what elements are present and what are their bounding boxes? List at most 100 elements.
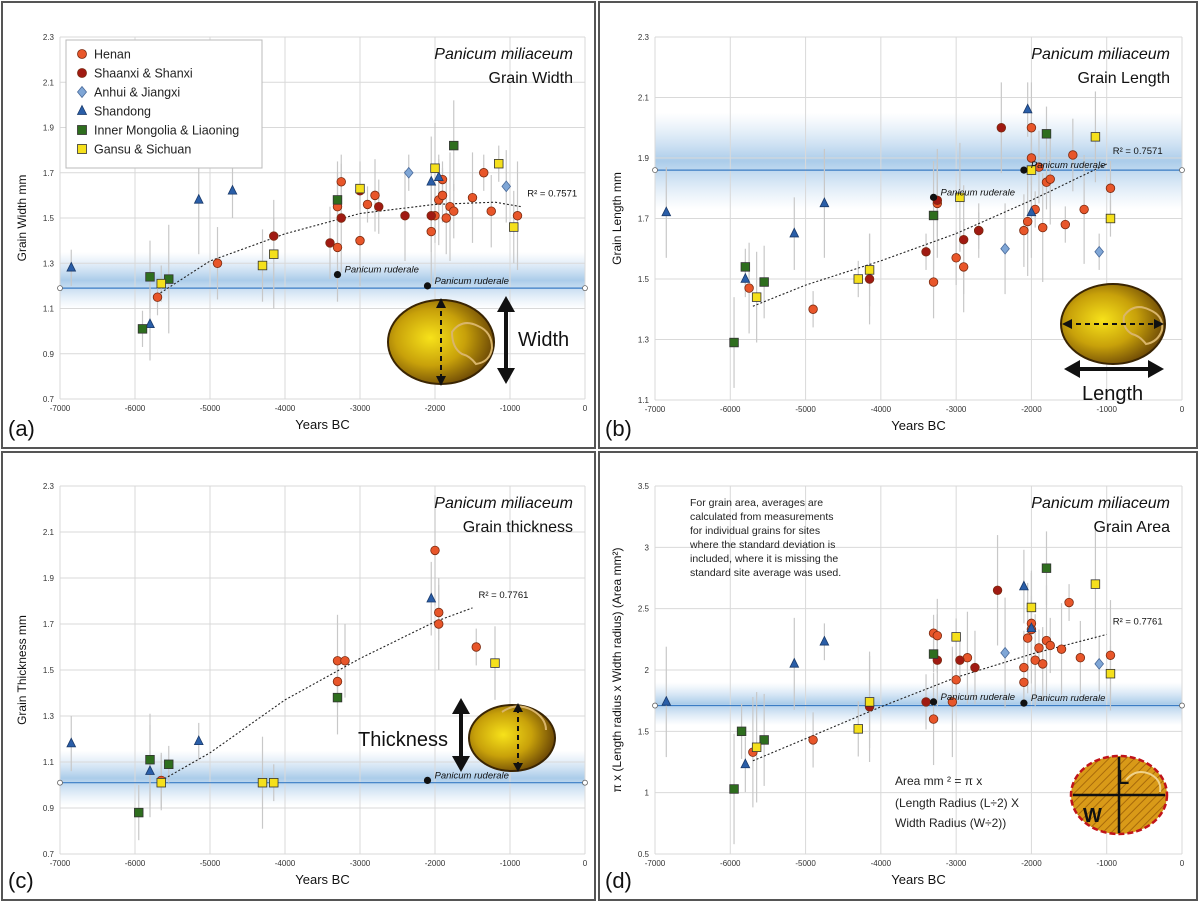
data-point <box>449 206 459 216</box>
data-point <box>819 197 830 208</box>
data-point <box>449 140 459 151</box>
data-point <box>441 213 451 223</box>
formula-line: Width Radius (W÷2)) <box>895 816 1006 830</box>
legend-label: Henan <box>94 48 131 62</box>
panel-frame <box>598 1 1198 449</box>
data-point <box>257 778 268 788</box>
data-point <box>958 262 969 272</box>
grain-length-illustration: Length <box>1060 283 1166 405</box>
data-point <box>370 190 380 201</box>
ruderale-point <box>1020 166 1028 174</box>
data-point <box>512 211 523 221</box>
data-point <box>490 658 500 668</box>
y-tick-label: 2.5 <box>638 605 650 614</box>
data-point <box>336 177 346 187</box>
data-point <box>1022 633 1033 643</box>
y-tick-label: 1.9 <box>43 574 55 583</box>
data-point <box>332 242 343 253</box>
ruderale-point <box>333 270 342 279</box>
series-anhui <box>1000 646 1105 670</box>
x-tick-label: 0 <box>1180 405 1185 414</box>
x-axis-title: Years BC <box>891 872 945 887</box>
data-point <box>426 211 436 221</box>
data-point <box>808 735 818 745</box>
y-axis-title: Grain Thickness mm <box>15 615 29 725</box>
data-point <box>1105 650 1116 660</box>
data-point <box>340 656 350 666</box>
series-inner <box>729 129 1052 348</box>
grain-width-illustration: Width <box>387 296 569 386</box>
data-point <box>156 278 166 289</box>
data-point <box>864 274 875 284</box>
y-tick-label: 0.7 <box>43 850 55 859</box>
data-point <box>951 632 961 642</box>
data-point <box>332 692 343 703</box>
x-tick-label: 0 <box>583 859 588 868</box>
x-tick-label: -2000 <box>1021 405 1042 414</box>
data-point <box>164 759 174 770</box>
area-method-note: For grain area, averages are calculated … <box>689 497 841 579</box>
data-point <box>403 166 414 179</box>
data-point <box>1022 103 1033 114</box>
wild-range-band <box>655 112 1182 210</box>
wild-range-band <box>655 682 1182 726</box>
data-point <box>740 272 751 283</box>
reference-line-end <box>1179 167 1185 174</box>
x-tick-label: -7000 <box>50 859 71 868</box>
y-tick-label: 1.1 <box>43 305 55 314</box>
data-point <box>970 662 980 673</box>
data-point <box>1038 222 1048 233</box>
y-tick-label: 2.3 <box>43 33 55 42</box>
data-point <box>145 765 155 775</box>
data-point <box>1041 563 1052 573</box>
legend-entry: Shaanxi & Shanxi <box>77 67 193 81</box>
series-inner <box>134 692 343 818</box>
x-tick-label: -1000 <box>1096 405 1117 414</box>
r-squared-label: R² = 0.7571 <box>1113 146 1163 157</box>
ruderale-point <box>929 193 938 201</box>
y-tick-label: 1.9 <box>43 124 55 133</box>
y-tick-label: 0.9 <box>43 804 55 813</box>
data-point <box>751 742 762 752</box>
data-point <box>759 735 769 745</box>
data-point <box>808 304 818 314</box>
data-point <box>434 619 444 629</box>
note-line: calculated from measurements <box>690 511 834 523</box>
length-label: Length <box>1082 383 1143 405</box>
data-point <box>1094 657 1105 670</box>
data-point <box>928 210 939 221</box>
data-point <box>332 676 343 687</box>
thickness-label: Thickness <box>358 729 448 751</box>
legend-label: Inner Mongolia & Liaoning <box>94 124 239 138</box>
series-shandong <box>66 171 444 329</box>
data-point <box>479 168 489 178</box>
panel-grain-width: -7000 -6000 -5000 -4000 -3000 -2000 -1000 0 0.7 0… <box>1 1 596 449</box>
y-tick-label: 1.5 <box>638 275 650 284</box>
data-point <box>1018 580 1029 591</box>
reference-line-end <box>582 779 588 786</box>
series-shaanxi <box>864 123 1007 284</box>
chart-title: Panicum miliaceum <box>434 495 573 512</box>
width-label: Width <box>518 329 569 351</box>
data-point <box>951 675 961 685</box>
x-tick-label: -5000 <box>795 859 816 868</box>
y-tick-label: 2 <box>645 666 650 675</box>
legend-label: Anhui & Jiangxi <box>94 86 180 100</box>
data-point <box>355 235 365 246</box>
y-tick-label: 2.1 <box>43 78 55 87</box>
y-tick-label: 2.3 <box>43 482 55 491</box>
y-tick-label: 1.3 <box>638 336 650 345</box>
data-point <box>66 261 77 272</box>
x-tick-label: 0 <box>583 404 588 413</box>
ruderale-annotation: Panicum ruderale <box>1031 160 1105 171</box>
trend-line <box>157 607 473 784</box>
x-tick-label: -3000 <box>946 405 967 414</box>
y-tick-label: 2.1 <box>638 94 650 103</box>
data-point <box>1105 183 1116 193</box>
x-tick-label: -5000 <box>795 405 816 414</box>
r-squared-label: R² = 0.7761 <box>1113 616 1163 627</box>
data-point <box>729 784 739 794</box>
y-tick-label: 1.7 <box>43 169 55 178</box>
y-tick-label: 1.5 <box>43 214 55 223</box>
data-point <box>76 104 88 115</box>
